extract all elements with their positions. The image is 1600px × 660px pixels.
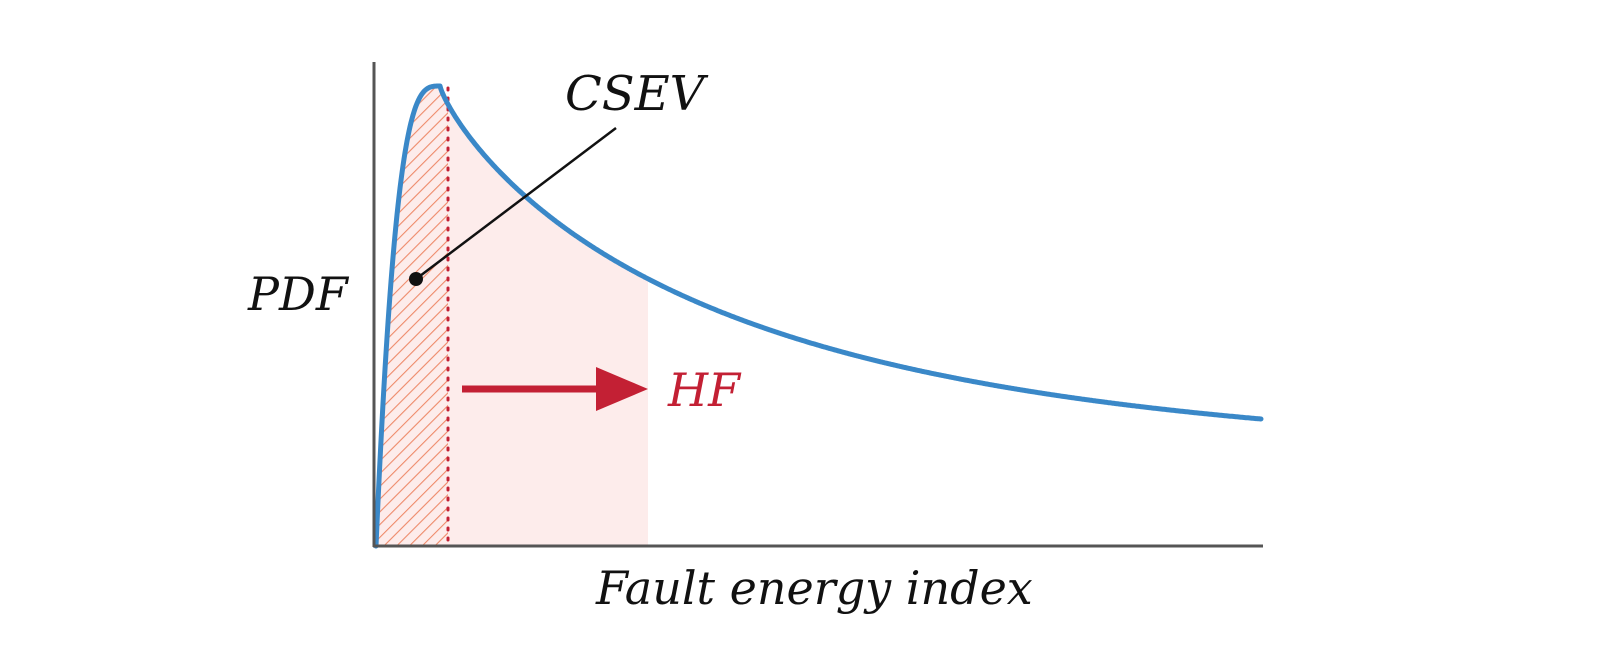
hf-arrow-head [596, 367, 648, 411]
hf-label: HF [667, 363, 742, 417]
csev-hatched-region [376, 86, 448, 546]
y-axis-label: PDF [247, 267, 350, 321]
x-axis-label: Fault energy index [595, 561, 1033, 615]
csev-leader-line [415, 127, 617, 280]
csev-marker-dot [409, 272, 423, 286]
csev-label: CSEV [565, 66, 709, 122]
pdf-curve [373, 83, 1264, 549]
